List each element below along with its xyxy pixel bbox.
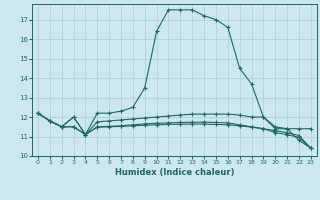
X-axis label: Humidex (Indice chaleur): Humidex (Indice chaleur) (115, 168, 234, 177)
